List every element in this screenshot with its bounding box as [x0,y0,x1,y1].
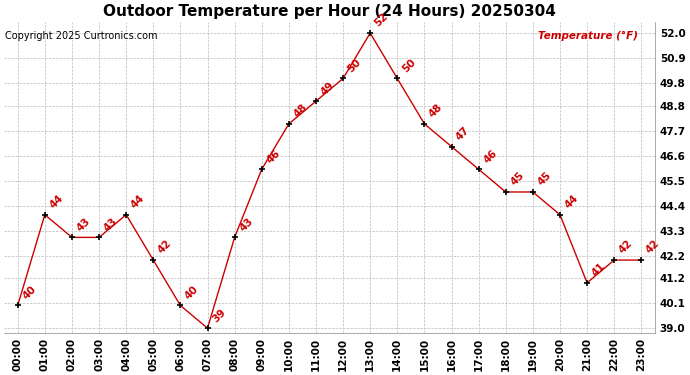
Text: 43: 43 [75,216,92,233]
Text: 40: 40 [183,284,201,302]
Text: 45: 45 [535,170,553,188]
Text: 44: 44 [129,193,146,210]
Text: 52: 52 [373,12,391,29]
Text: 46: 46 [264,148,282,165]
Text: 44: 44 [563,193,580,210]
Text: 45: 45 [509,170,526,188]
Text: 39: 39 [210,307,228,324]
Text: 46: 46 [482,148,499,165]
Text: 47: 47 [454,125,472,142]
Text: 50: 50 [346,57,363,74]
Text: 48: 48 [292,102,309,120]
Text: 42: 42 [156,238,173,256]
Text: 50: 50 [400,57,417,74]
Text: 44: 44 [48,193,65,210]
Text: 42: 42 [644,238,662,256]
Text: 48: 48 [427,102,444,120]
Text: 43: 43 [237,216,255,233]
Text: 40: 40 [21,284,38,302]
Text: Copyright 2025 Curtronics.com: Copyright 2025 Curtronics.com [6,31,158,41]
Text: 49: 49 [319,80,336,97]
Text: Temperature (°F): Temperature (°F) [538,31,638,41]
Title: Outdoor Temperature per Hour (24 Hours) 20250304: Outdoor Temperature per Hour (24 Hours) … [103,4,556,19]
Text: 43: 43 [102,216,119,233]
Text: 42: 42 [617,238,634,256]
Text: 41: 41 [590,261,607,279]
